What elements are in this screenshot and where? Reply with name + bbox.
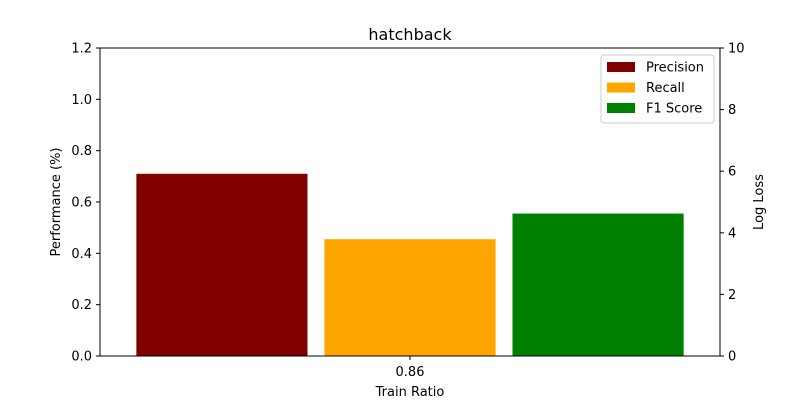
y-tick-label: 0.4	[71, 247, 92, 262]
legend-label: Recall	[646, 81, 685, 96]
y-tick-label: 0.0	[71, 350, 92, 365]
x-axis-label: Train Ratio	[375, 385, 445, 400]
y2-tick-label: 10	[728, 42, 745, 57]
x-tick-label: 0.86	[396, 365, 425, 380]
legend: Precision Recall F1 Score	[600, 54, 715, 124]
y2-tick-label: 4	[728, 226, 736, 241]
y2-tick-label: 8	[728, 103, 736, 118]
y2-tick-label: 2	[728, 288, 736, 303]
bars-group	[136, 173, 684, 356]
bar-f1-score-0	[512, 213, 684, 356]
y2-axis-label: Log Loss	[752, 174, 767, 230]
bar-precision-0	[136, 173, 308, 356]
y-tick-label: 0.6	[71, 196, 92, 211]
legend-label: Precision	[646, 61, 704, 76]
legend-label: F1 Score	[646, 102, 702, 117]
y-tick-label: 0.8	[71, 144, 92, 159]
y2-tick-label: 0	[728, 350, 736, 365]
y-tick-label: 1.0	[71, 93, 92, 108]
axes-group: 0.0 0.2 0.4 0.6 0.8 1.0 1.2 0 2 4 6 8 10 0.86	[71, 42, 744, 381]
legend-swatch	[607, 82, 635, 93]
y-axis-label: Performance (%)	[49, 147, 64, 256]
y2-tick-label: 6	[728, 165, 736, 180]
legend-swatch	[607, 62, 635, 72]
y-tick-label: 1.2	[71, 42, 92, 57]
bar-recall-0	[324, 239, 496, 356]
legend-swatch	[607, 103, 635, 113]
chart-title: hatchback	[368, 25, 452, 44]
y-tick-label: 0.2	[71, 298, 92, 313]
